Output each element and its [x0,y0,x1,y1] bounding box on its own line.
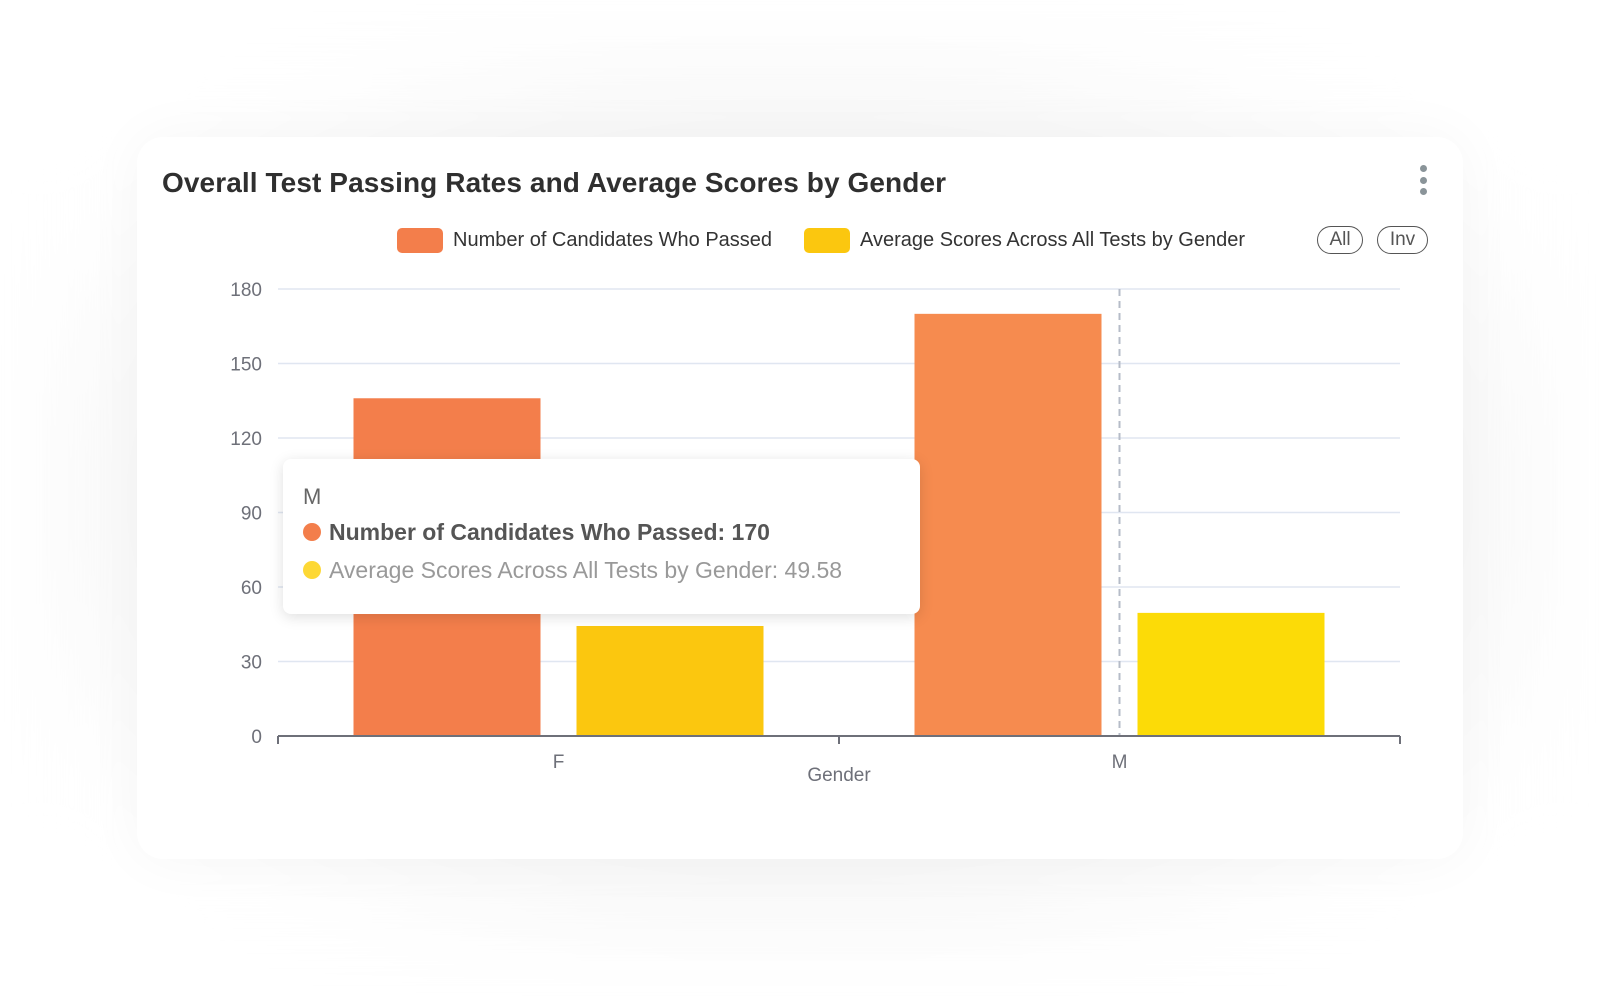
chart-title: Overall Test Passing Rates and Average S… [162,167,947,198]
y-axis-labels: 0 30 60 90 120 150 180 [230,280,262,748]
tooltip-category: M [303,484,322,509]
y-tick-label: 90 [241,504,262,525]
bar-M-passed [914,313,1102,736]
x-tick-label: F [553,752,565,773]
legend-item-average[interactable]: Average Scores Across All Tests by Gende… [804,225,1245,255]
y-tick-label: 180 [230,280,262,301]
tooltip-text-average: Average Scores Across All Tests by Gende… [329,556,843,583]
select-all-button[interactable]: All [1317,226,1363,254]
y-tick-label: 120 [230,429,262,450]
x-tick-label: M [1112,752,1128,773]
legend-item-passed[interactable]: Number of Candidates Who Passed [397,225,772,255]
legend-label: Number of Candidates Who Passed [453,228,773,251]
y-tick-label: 150 [230,355,262,376]
x-axis-title: Gender [807,765,871,786]
y-tick-label: 0 [251,727,262,748]
legend-swatch-average [804,227,850,253]
menu-dot [1420,177,1427,184]
bar-M-average [1137,612,1325,736]
bar-F-average [576,625,764,736]
inverse-selection-button[interactable]: Inv [1377,226,1428,254]
tooltip: M Number of Candidates Who Passed: 170 A… [283,459,920,614]
y-tick-label: 60 [241,578,262,599]
legend-swatch-passed [397,227,443,253]
tooltip-row-passed: Number of Candidates Who Passed: 170 [303,513,920,551]
kebab-menu-icon[interactable] [1417,165,1429,201]
tooltip-row-average: Average Scores Across All Tests by Gende… [303,551,920,589]
menu-dot [1420,165,1427,172]
tooltip-dot-passed [303,523,321,541]
tooltip-dot-average [303,561,321,579]
menu-dot [1420,188,1427,195]
legend-label: Average Scores Across All Tests by Gende… [860,228,1246,251]
x-axis-ticks [277,736,1401,744]
y-tick-label: 30 [241,653,262,674]
tooltip-text-passed: Number of Candidates Who Passed: 170 [329,518,770,545]
